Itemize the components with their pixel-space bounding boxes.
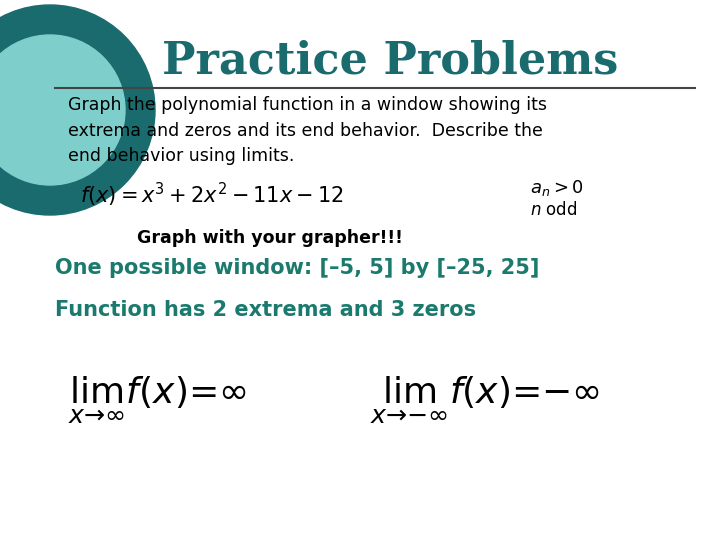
Text: $a_n > 0$: $a_n > 0$ xyxy=(530,178,584,198)
Text: Function has 2 extrema and 3 zeros: Function has 2 extrema and 3 zeros xyxy=(55,300,476,320)
Text: Graph the polynomial function in a window showing its
extrema and zeros and its : Graph the polynomial function in a windo… xyxy=(68,96,547,165)
Text: Practice Problems: Practice Problems xyxy=(162,40,618,83)
Text: Graph with your grapher!!!: Graph with your grapher!!! xyxy=(137,229,403,247)
Circle shape xyxy=(0,5,155,215)
Text: $\lim_{x \to \infty} f\left(x\right)= \infty$: $\lim_{x \to \infty} f\left(x\right)= \i… xyxy=(68,374,247,426)
Circle shape xyxy=(0,35,125,185)
Text: $n$ odd: $n$ odd xyxy=(530,201,577,219)
Text: $\lim_{x \to -\infty} f\left(x\right)= -\infty$: $\lim_{x \to -\infty} f\left(x\right)= -… xyxy=(370,374,600,426)
Text: One possible window: [–5, 5] by [–25, 25]: One possible window: [–5, 5] by [–25, 25… xyxy=(55,258,539,278)
Text: $f\left(x\right)= x^3 + 2x^2 -11x -12$: $f\left(x\right)= x^3 + 2x^2 -11x -12$ xyxy=(80,181,343,209)
